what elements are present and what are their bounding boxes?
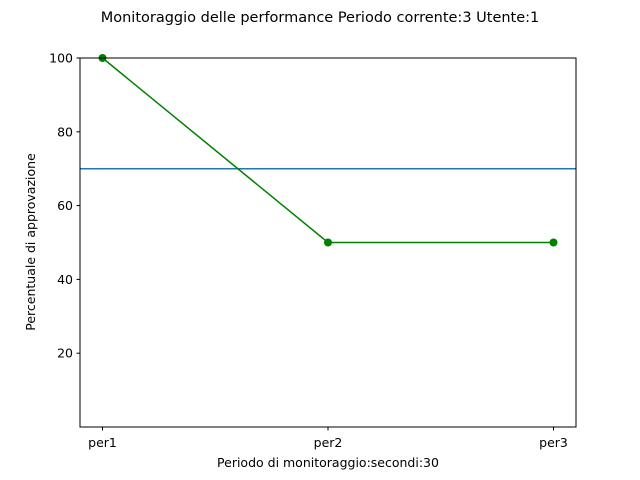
x-tick-label: per2	[314, 435, 343, 450]
x-axis-label: Periodo di monitoraggio:secondi:30	[217, 455, 439, 470]
y-tick-label: 20	[57, 346, 73, 361]
chart-title: Monitoraggio delle performance Periodo c…	[101, 10, 540, 26]
x-tick-label: per1	[88, 435, 117, 450]
y-axis-label: Percentuale di approvazione	[23, 153, 38, 331]
x-axis-ticks: per1 per2 per3	[88, 427, 568, 450]
y-axis-ticks: 20 40 60 80 100	[49, 51, 80, 361]
x-tick-label: per3	[539, 435, 568, 450]
data-point-per3	[549, 238, 558, 247]
y-tick-label: 80	[57, 124, 73, 139]
data-point-per2	[324, 238, 332, 247]
plot-area	[80, 54, 576, 247]
y-tick-label: 100	[49, 51, 73, 66]
y-tick-label: 40	[57, 272, 73, 287]
y-tick-label: 60	[57, 198, 73, 213]
